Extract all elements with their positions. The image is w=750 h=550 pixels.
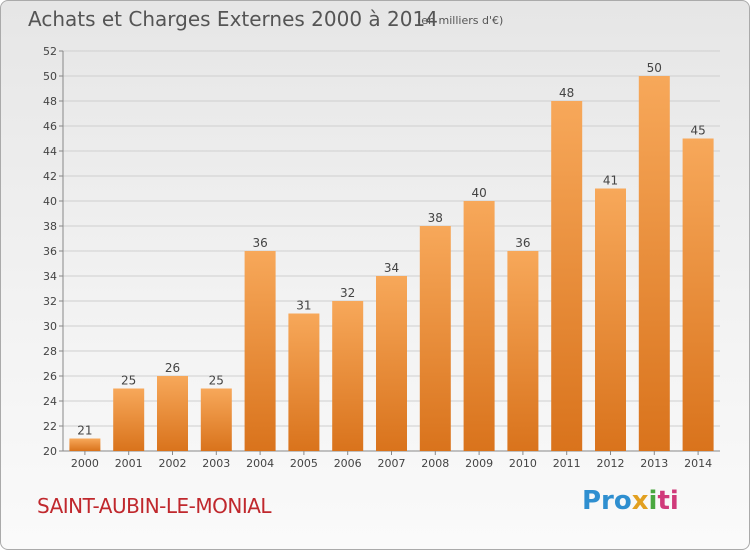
x-tick-label: 2001	[115, 457, 143, 470]
bar	[288, 313, 320, 451]
bar	[507, 251, 539, 451]
y-tick-label: 22	[43, 420, 57, 433]
data-label: 40	[471, 186, 486, 200]
data-label: 34	[384, 261, 399, 275]
bar	[113, 388, 145, 451]
data-label: 25	[209, 374, 224, 388]
y-tick-label: 46	[43, 120, 57, 133]
labels: 20 22 24 26 28 30 32 34 36 38 40 42 44 46 48 50 52 2000 21…	[43, 45, 712, 470]
logo-part: x	[631, 486, 649, 516]
data-label: 36	[515, 236, 530, 250]
bar	[638, 76, 670, 451]
x-tick-label: 2007	[378, 457, 406, 470]
bar	[376, 276, 407, 451]
y-tick-label: 40	[43, 195, 57, 208]
data-label: 21	[77, 424, 92, 438]
y-tick-label: 52	[43, 45, 57, 58]
bar	[157, 376, 188, 451]
data-label: 45	[690, 124, 705, 138]
x-tick-label: 2004	[246, 457, 274, 470]
bar	[332, 301, 364, 451]
proxiti-logo: Proxiti	[582, 486, 679, 516]
data-label: 25	[121, 374, 136, 388]
x-tick-label: 2006	[334, 457, 362, 470]
y-tick-label: 28	[43, 345, 57, 358]
data-label: 50	[647, 61, 662, 75]
logo-part: ti	[657, 486, 679, 516]
chart-title: Achats et Charges Externes 2000 à 2014	[28, 7, 438, 31]
bar	[682, 138, 714, 451]
y-tick-label: 36	[43, 245, 57, 258]
y-tick-label: 38	[43, 220, 57, 233]
bar	[200, 388, 232, 451]
place-name: SAINT-AUBIN-LE-MONIAL	[37, 494, 272, 518]
y-tick-label: 42	[43, 170, 57, 183]
x-tick-label: 2009	[465, 457, 493, 470]
y-tick-label: 50	[43, 70, 57, 83]
y-tick-label: 26	[43, 370, 57, 383]
bars	[69, 76, 714, 451]
x-tick-label: 2005	[290, 457, 318, 470]
data-label: 26	[165, 361, 180, 375]
x-tick-label: 2013	[640, 457, 668, 470]
y-tick-label: 48	[43, 95, 57, 108]
x-tick-label: 2012	[597, 457, 625, 470]
logo-part: i	[648, 486, 658, 516]
data-label: 32	[340, 286, 355, 300]
chart-subtitle: (en milliers d'€)	[417, 14, 504, 27]
x-tick-label: 2014	[684, 457, 712, 470]
y-tick-label: 34	[43, 270, 57, 283]
x-tick-label: 2010	[509, 457, 537, 470]
y-tick-label: 32	[43, 295, 57, 308]
data-label: 38	[428, 211, 443, 225]
bar	[463, 201, 495, 451]
x-tick-label: 2002	[159, 457, 187, 470]
data-label: 36	[252, 236, 267, 250]
bar	[595, 188, 626, 451]
logo-part: Pro	[582, 486, 632, 516]
y-tick-label: 30	[43, 320, 57, 333]
bar	[551, 101, 583, 451]
bar	[419, 226, 451, 451]
data-label: 48	[559, 86, 574, 100]
x-tick-label: 2000	[71, 457, 99, 470]
bar	[69, 438, 101, 451]
x-tick-label: 2008	[421, 457, 449, 470]
y-tick-label: 20	[43, 445, 57, 458]
data-label: 41	[603, 174, 618, 188]
y-tick-label: 44	[43, 145, 57, 158]
x-tick-label: 2011	[553, 457, 581, 470]
bar	[244, 251, 276, 451]
y-tick-label: 24	[43, 395, 57, 408]
x-tick-label: 2003	[202, 457, 230, 470]
data-label: 31	[296, 299, 311, 313]
